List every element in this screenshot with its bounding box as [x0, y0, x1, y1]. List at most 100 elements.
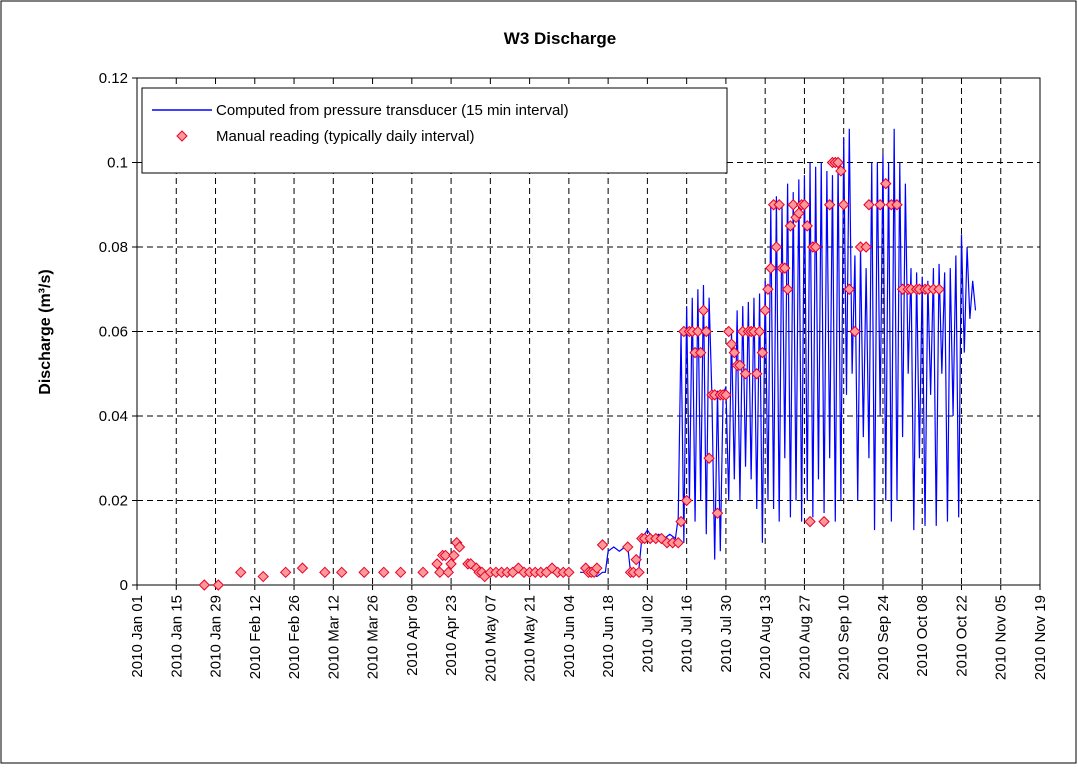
x-tick-label: 2010 Apr 09: [404, 595, 421, 676]
manual-reading-marker: [445, 558, 457, 570]
manual-reading-marker: [675, 515, 687, 528]
x-tick-label: 2010 Oct 08: [914, 595, 931, 677]
manual-reading-marker: [809, 241, 822, 253]
manual-reading-marker: [804, 515, 816, 528]
x-tick-label: 2010 Jan 01: [129, 595, 146, 678]
manual-reading-marker: [235, 566, 247, 579]
x-tick-label: 2010 May 21: [522, 595, 539, 682]
manual-reading-marker: [417, 566, 429, 579]
x-tick-label: 2010 Jan 29: [208, 595, 225, 678]
manual-reading-marker: [336, 566, 348, 579]
x-tick-label: 2010 Sep 10: [836, 595, 853, 680]
manual-reading-marker: [798, 199, 811, 211]
manual-reading-marker: [596, 539, 609, 551]
x-tick-label: 2010 May 07: [482, 595, 499, 682]
x-tick-label: 2010 Mar 26: [365, 595, 382, 679]
manual-reading-marker: [319, 566, 331, 579]
x-tick-label: 2010 Feb 26: [286, 595, 303, 679]
y-tick-label: 0.1: [107, 155, 128, 172]
manual-reading-marker: [753, 325, 766, 338]
manual-reading-marker: [793, 207, 805, 219]
manual-reading-marker: [439, 549, 452, 562]
manual-reading-marker: [770, 241, 783, 253]
x-tick-label: 2010 Nov 05: [993, 595, 1010, 680]
manual-reading-marker: [880, 177, 892, 190]
x-tick-label: 2010 Aug 27: [796, 595, 813, 679]
manual-reading-marker: [680, 494, 693, 507]
plot-border: [136, 77, 1041, 586]
manual-reading-marker: [711, 507, 724, 519]
manual-reading-marker: [843, 283, 856, 295]
legend-marker: [176, 130, 188, 142]
manual-reading-marker: [212, 579, 225, 591]
manual-reading-marker: [779, 262, 791, 274]
x-tick-label: 2010 Jul 02: [639, 595, 656, 673]
manual-reading-marker: [891, 199, 903, 211]
manual-reading-marker: [801, 220, 813, 232]
y-tick-label: 0: [120, 577, 128, 594]
y-tick-label: 0.08: [99, 239, 128, 256]
legend-label: Computed from pressure transducer (15 mi…: [216, 102, 569, 119]
x-tick-label: 2010 Sep 24: [875, 595, 892, 680]
legend-label: Manual reading (typically daily interval…: [216, 128, 474, 145]
x-tick-label: 2010 Aug 13: [757, 595, 774, 679]
manual-reading-marker: [434, 566, 446, 579]
manual-reading-marker: [720, 389, 732, 401]
x-tick-label: 2010 Oct 22: [953, 595, 970, 677]
manual-reading-marker: [832, 156, 844, 169]
manual-reading-marker: [849, 325, 861, 338]
manual-reading-marker: [759, 304, 771, 317]
y-tick-label: 0.02: [99, 493, 128, 510]
manual-reading-marker: [358, 566, 370, 579]
x-tick-label: 2010 Jul 30: [718, 595, 735, 673]
manual-reading-marker: [296, 562, 309, 574]
manual-reading-marker: [591, 562, 603, 574]
manual-reading-marker: [697, 304, 710, 317]
x-tick-label: 2010 Feb 12: [247, 595, 264, 679]
y-tick-label: 0.06: [99, 324, 128, 341]
manual-reading-marker: [633, 566, 645, 579]
manual-reading-marker: [703, 452, 715, 464]
manual-reading-marker: [765, 262, 777, 274]
x-tick-label: 2010 Nov 19: [1032, 595, 1049, 680]
manual-reading-marker: [756, 346, 769, 359]
manual-reading-marker: [860, 241, 872, 253]
manual-reading-marker: [198, 579, 211, 591]
manual-reading-marker: [863, 199, 875, 211]
x-tick-label: 2010 Jul 16: [679, 595, 696, 673]
manual-reading-marker: [563, 566, 575, 579]
manual-reading-marker: [692, 325, 704, 338]
manual-reading-marker: [394, 566, 407, 579]
y-tick-label: 0.12: [99, 70, 128, 87]
manual-reading-marker: [818, 515, 830, 528]
x-tick-label: 2010 Jun 18: [600, 595, 617, 678]
manual-reading-marker: [787, 199, 799, 211]
discharge-line: [580, 128, 977, 578]
manual-reading-marker: [781, 283, 794, 295]
manual-reading-marker: [694, 346, 707, 359]
manual-reading-marker: [700, 325, 712, 338]
manual-reading-marker: [723, 325, 735, 338]
manual-reading-marker: [751, 368, 763, 380]
manual-reading-marker: [784, 220, 797, 232]
x-tick-label: 2010 Apr 23: [443, 595, 460, 676]
manual-reading-marker: [448, 549, 460, 562]
manual-reading-marker: [442, 566, 454, 579]
manual-reading-marker: [725, 338, 738, 350]
y-tick-label: 0.04: [99, 408, 128, 425]
y-axis-label: Discharge (m³/s): [37, 269, 54, 394]
manual-reading-marker: [933, 283, 945, 295]
manual-reading-marker: [835, 165, 847, 177]
manual-reading-marker: [257, 570, 269, 583]
manual-reading-marker: [431, 558, 443, 570]
manual-reading-marker: [874, 199, 886, 211]
manual-reading-marker: [630, 553, 642, 566]
x-tick-label: 2010 Mar 12: [325, 595, 342, 679]
x-tick-label: 2010 Jun 04: [561, 595, 578, 678]
manual-reading-marker: [728, 346, 741, 359]
manual-reading-marker: [622, 541, 634, 553]
manual-reading-marker: [837, 199, 850, 211]
manual-reading-marker: [773, 199, 785, 211]
